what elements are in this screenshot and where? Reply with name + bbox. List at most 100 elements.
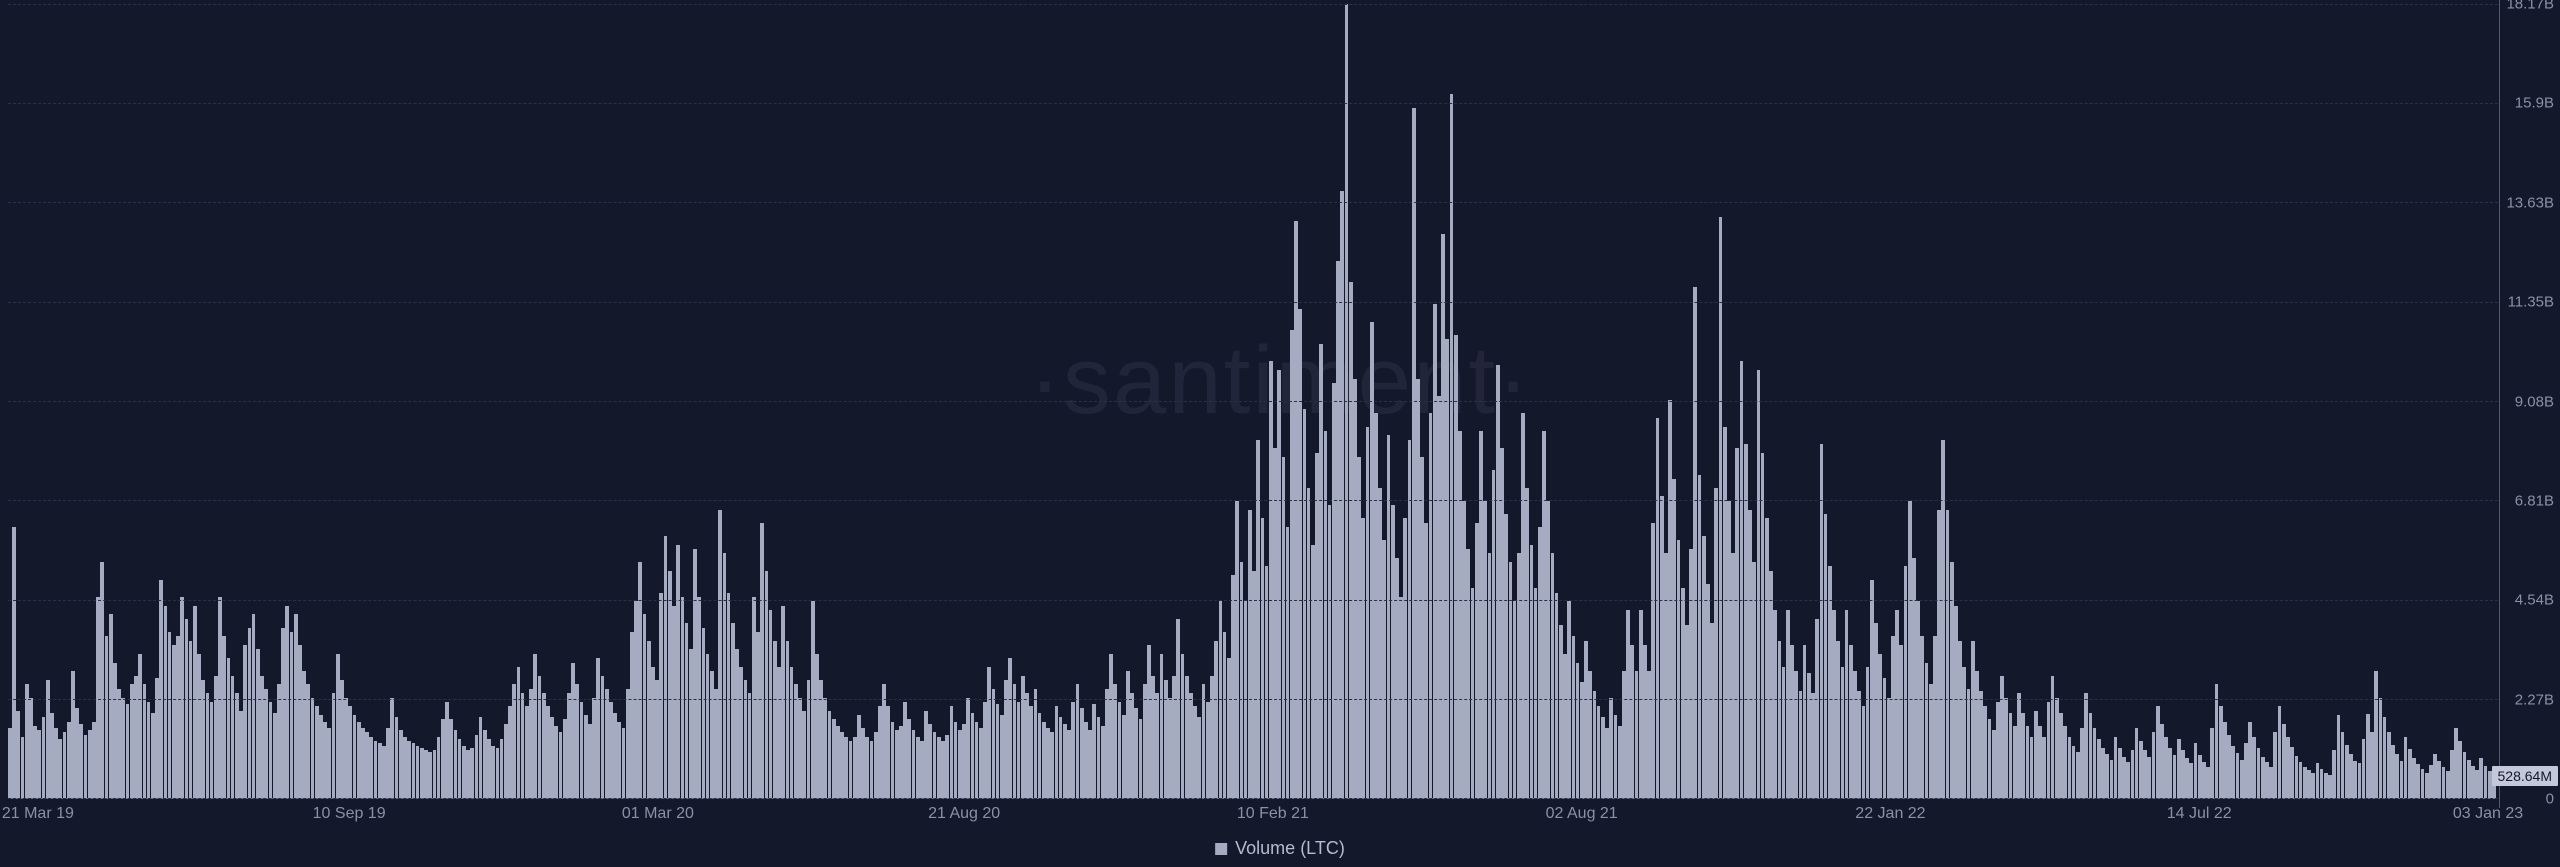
bar <box>1546 501 1550 798</box>
bar <box>458 739 462 798</box>
bar <box>538 676 542 798</box>
bar <box>2105 754 2109 798</box>
bar <box>1731 553 1735 798</box>
legend[interactable]: Volume (LTC) <box>1215 838 1345 859</box>
bar <box>895 730 899 798</box>
bar <box>1122 715 1126 798</box>
bar <box>706 654 710 798</box>
bar <box>1408 440 1412 798</box>
bar <box>865 737 869 798</box>
bar <box>1471 588 1475 798</box>
bar <box>1584 641 1588 798</box>
bar <box>1479 431 1483 798</box>
bar <box>828 711 832 798</box>
bar <box>744 680 748 798</box>
bar <box>638 562 642 798</box>
bar <box>521 693 525 798</box>
bar <box>950 706 954 798</box>
bar <box>1828 566 1832 798</box>
bar <box>554 726 558 798</box>
bar <box>2147 757 2151 799</box>
gridline <box>8 302 2498 303</box>
volume-chart[interactable]: ·santiment· 18.17B15.9B13.63B11.35B9.08B… <box>0 0 2560 867</box>
bar <box>466 750 470 798</box>
bar <box>2017 693 2021 798</box>
bar <box>575 684 579 798</box>
bar <box>962 724 966 798</box>
bar <box>1227 658 1231 798</box>
gridline <box>8 600 2498 601</box>
bar <box>1248 510 1252 798</box>
bar <box>592 698 596 799</box>
bar <box>1693 287 1697 798</box>
bar <box>1025 693 1029 798</box>
bar <box>407 741 411 798</box>
bar <box>281 628 285 798</box>
bar <box>1038 713 1042 798</box>
bar <box>1878 654 1882 798</box>
x-tick-label: 14 Jul 22 <box>2167 805 2232 823</box>
bar <box>1403 518 1407 798</box>
bar <box>2408 749 2412 798</box>
bar <box>1361 518 1365 798</box>
bar <box>1013 684 1017 798</box>
bar <box>327 728 331 798</box>
bar <box>1672 479 1676 798</box>
bar <box>2173 755 2177 798</box>
bar <box>353 715 357 798</box>
bar <box>197 654 201 798</box>
bar <box>1677 540 1681 798</box>
bar <box>2189 763 2193 798</box>
bar <box>2198 755 2202 798</box>
bar <box>449 719 453 798</box>
bar <box>1925 663 1929 798</box>
bar <box>243 645 247 798</box>
bar <box>668 571 672 798</box>
bar <box>37 730 41 798</box>
plot-area[interactable] <box>8 4 2498 799</box>
x-tick-label: 01 Mar 20 <box>622 805 694 823</box>
bar <box>1605 728 1609 798</box>
bar <box>1639 610 1643 798</box>
bar <box>1143 684 1147 798</box>
bar <box>218 597 222 798</box>
bar <box>912 730 916 798</box>
bar <box>941 741 945 798</box>
gridline <box>8 500 2498 501</box>
bar <box>1542 431 1546 798</box>
bar <box>2429 765 2433 798</box>
bar <box>185 619 189 798</box>
bar <box>1525 488 1529 798</box>
bar <box>2126 762 2130 798</box>
bar <box>1992 730 1996 798</box>
bar <box>1946 510 1950 798</box>
bar <box>1134 708 1138 798</box>
bar <box>1710 623 1714 798</box>
bar <box>1055 706 1059 798</box>
bar <box>399 730 403 798</box>
bar <box>336 654 340 798</box>
bar <box>1374 413 1378 798</box>
bar <box>298 645 302 798</box>
x-tick-label: 10 Feb 21 <box>1237 805 1309 823</box>
bar <box>344 698 348 799</box>
bar <box>2273 732 2277 798</box>
bar <box>1757 370 1761 798</box>
bar <box>239 711 243 798</box>
bar <box>786 641 790 798</box>
bar <box>1643 645 1647 798</box>
bar <box>1597 706 1601 798</box>
bar <box>781 606 785 798</box>
bar <box>290 632 294 798</box>
bar <box>1521 413 1525 798</box>
bar <box>1126 671 1130 798</box>
bar <box>1109 654 1113 798</box>
bar <box>58 739 62 798</box>
bar <box>1803 645 1807 798</box>
bar <box>2076 752 2080 798</box>
bar <box>1782 667 1786 798</box>
bar <box>1769 571 1773 798</box>
bar <box>769 610 773 798</box>
bar <box>2358 763 2362 798</box>
bar <box>33 726 37 798</box>
